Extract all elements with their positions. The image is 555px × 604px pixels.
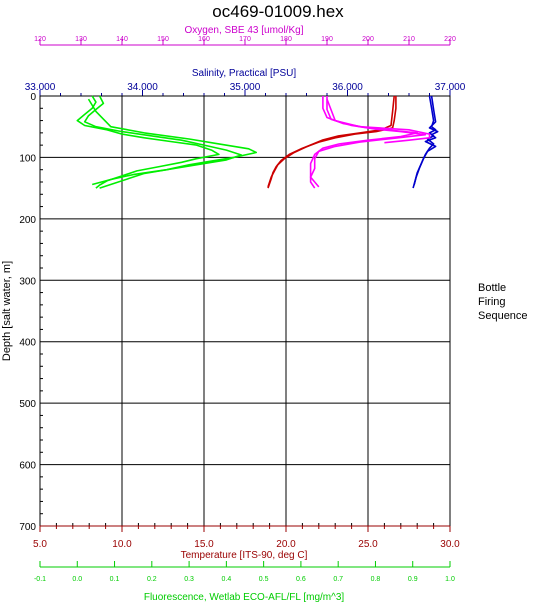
temperature-axis: 5.0 10.0 15.0 20.0 25.0 30.0 bbox=[33, 525, 460, 550]
depth-tick-label: 500 bbox=[19, 399, 36, 410]
depth-tick-label: 600 bbox=[19, 461, 36, 472]
oxygen-axis-label: Oxygen, SBE 43 [umol/Kg] bbox=[185, 25, 304, 36]
series-layer bbox=[76, 95, 439, 189]
depth-tick-label: 400 bbox=[19, 338, 36, 349]
tick-label: 170 bbox=[239, 36, 251, 43]
plot-frame bbox=[39, 95, 451, 527]
tick-label: 220 bbox=[444, 36, 456, 43]
tick-label: 1.0 bbox=[445, 576, 455, 583]
depth-tick-label: 0 bbox=[30, 92, 36, 103]
tick-label: 36.000 bbox=[332, 82, 363, 93]
tick-label: 210 bbox=[403, 36, 415, 43]
temperature-profile-line bbox=[267, 96, 397, 189]
side-label-bottle: Bottle bbox=[478, 282, 507, 294]
tick-label: 34.000 bbox=[127, 82, 158, 93]
tick-label: 35.000 bbox=[230, 82, 261, 93]
tick-label: 130 bbox=[75, 36, 87, 43]
depth-tick-label: 100 bbox=[19, 153, 36, 164]
side-label-sequence: Sequence bbox=[478, 310, 528, 322]
tick-label: 160 bbox=[198, 36, 210, 43]
salinity-axis-label: Salinity, Practical [PSU] bbox=[192, 68, 297, 79]
side-label-firing: Firing bbox=[478, 296, 506, 308]
tick-label: 140 bbox=[116, 36, 128, 43]
tick-label: 33.000 bbox=[25, 82, 56, 93]
tick-label: 15.0 bbox=[194, 539, 214, 550]
tick-label: 0.3 bbox=[184, 576, 194, 583]
tick-label: 20.0 bbox=[276, 539, 296, 550]
depth-axis: 0 100 200 300 400 500 600 700 bbox=[19, 92, 451, 533]
tick-label: 0.4 bbox=[221, 576, 231, 583]
salinity-profile-line bbox=[413, 95, 439, 186]
tick-label: -0.1 bbox=[34, 576, 46, 583]
salinity-axis: 33.000 34.000 35.000 36.000 37.000 bbox=[25, 82, 466, 97]
fluorescence-profile-line bbox=[87, 98, 258, 186]
tick-label: 0.2 bbox=[147, 576, 157, 583]
fluorescence-profile-line bbox=[76, 95, 220, 189]
depth-tick-label: 700 bbox=[19, 522, 36, 533]
tick-label: 0.7 bbox=[333, 576, 343, 583]
fluorescence-profile-line bbox=[83, 95, 243, 189]
fluorescence-axis-label: Fluorescence, Wetlab ECO-AFL/FL [mg/m^3] bbox=[144, 592, 345, 603]
tick-label: 0.9 bbox=[408, 576, 418, 583]
tick-label: 0.1 bbox=[110, 576, 120, 583]
tick-label: 10.0 bbox=[112, 539, 132, 550]
tick-label: 0.0 bbox=[72, 576, 82, 583]
tick-label: 150 bbox=[157, 36, 169, 43]
tick-label: 190 bbox=[321, 36, 333, 43]
tick-label: 120 bbox=[34, 36, 46, 43]
tick-label: 0.5 bbox=[259, 576, 269, 583]
depth-tick-label: 300 bbox=[19, 276, 36, 287]
oxygen-profile-line bbox=[326, 98, 431, 144]
tick-label: 0.8 bbox=[371, 576, 381, 583]
temperature-axis-label: Temperature [ITS-90, deg C] bbox=[181, 550, 308, 561]
tick-label: 200 bbox=[362, 36, 374, 43]
tick-label: 5.0 bbox=[33, 539, 47, 550]
tick-label: 30.0 bbox=[440, 539, 460, 550]
tick-label: 0.6 bbox=[296, 576, 306, 583]
depth-axis-label: Depth [salt water, m] bbox=[1, 261, 13, 361]
chart-title: oc469-01009.hex bbox=[212, 2, 344, 21]
tick-label: 25.0 bbox=[358, 539, 378, 550]
depth-tick-label: 200 bbox=[19, 215, 36, 226]
fluorescence-axis: -0.1 0.0 0.1 0.2 0.3 0.4 0.5 0.6 0.7 0.8 0.9 1.0 bbox=[34, 561, 455, 583]
temperature-profile-line bbox=[267, 95, 395, 188]
grid bbox=[39, 95, 451, 527]
tick-label: 180 bbox=[280, 36, 292, 43]
tick-label: 37.000 bbox=[435, 82, 466, 93]
oxygen-axis: 120 130 140 150 160 170 180 190 200 210 220 bbox=[34, 36, 456, 46]
